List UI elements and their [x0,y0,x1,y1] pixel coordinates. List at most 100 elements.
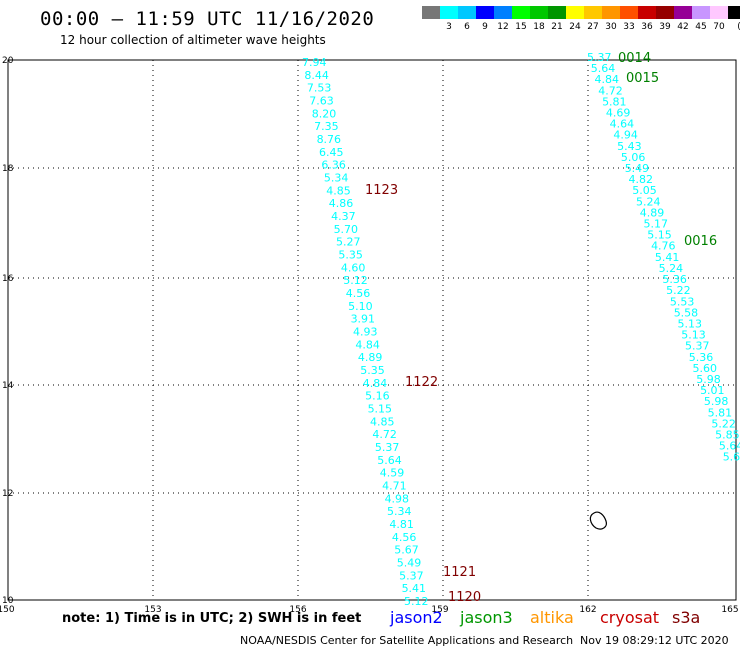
legend-tick-label: 70 [713,22,725,32]
swh-value-label: 5.64 [719,440,740,453]
swh-value-label: 5.35 [338,249,363,262]
swh-value-label: 4.64 [610,118,635,131]
swh-value-label: 5.15 [647,229,672,242]
swh-value-label: 4.72 [598,84,623,97]
legend-swatch [548,6,566,19]
swh-value-label: 5.37 [399,569,424,582]
swh-value-label: 5.05 [632,184,657,197]
legend-tick-label: 27 [587,22,599,32]
legend-swatch [584,6,602,19]
legend-swatch [638,6,656,19]
legend-swatch [494,6,512,19]
swh-value-label: 4.84 [363,377,388,390]
legend-tick-label: 15 [515,22,527,32]
swh-value-label: 5.70 [334,223,359,236]
lon-tick-label: 159 [431,605,448,615]
swh-value-label: 6.36 [321,159,346,172]
legend-tick-label: 42 [677,22,689,32]
legend-swatch [656,6,674,19]
legend-swatch [530,6,548,19]
pass-time-label: 0016 [684,234,717,249]
swh-value-label: 4.59 [380,467,405,480]
swh-value-label: 4.56 [392,531,417,544]
legend-tick-label: 45 [695,22,707,32]
swh-value-label: 5.36 [689,351,714,364]
swh-value-label: 5.34 [324,172,349,185]
pass-time-label: 0015 [626,71,659,86]
legend-swatch [476,6,494,19]
swh-value-label: 5.53 [670,295,695,308]
swh-value-label: 4.94 [613,129,638,142]
swh-value-label: 5.22 [666,284,691,297]
swh-value-label: 5.85 [715,428,740,441]
swh-value-label: 5.10 [348,300,373,313]
swh-value-label: 5.24 [636,195,661,208]
swh-value-label: 4.60 [341,261,366,274]
swh-value-label: 5.37 [587,51,612,64]
swh-value-label: 7.63 [309,95,334,108]
legend-swatch [692,6,710,19]
legend-tick-label: 21 [551,22,563,32]
swh-value-label: 5.60 [693,362,718,375]
swh-value-label: 6.45 [319,146,344,159]
lon-tick-label: 150 [0,605,15,615]
legend-swatch [566,6,584,19]
swh-value-label: 5.13 [681,329,706,342]
lon-tick-label: 165 [721,605,738,615]
pass-time-label: 1122 [405,375,438,390]
lat-tick-label: 16 [2,274,14,284]
swh-value-label: 7.94 [302,56,327,69]
swh-value-label: 8.44 [304,69,329,82]
swh-value-label: 5.6 [723,451,740,464]
pass-time-label: 1120 [448,590,481,605]
swh-value-label: 5.12 [404,595,429,608]
lat-tick-label: 18 [2,164,14,174]
satellite-jason3-label: jason3 [460,608,513,627]
swh-value-label: 7.53 [307,82,332,95]
pass-time-label: 0014 [618,51,651,66]
swh-value-label: 5.64 [591,62,616,75]
swh-value-label: 4.69 [606,107,631,120]
legend-swatch [458,6,476,19]
swh-value-label: 5.24 [659,262,684,275]
swh-value-label: 5.41 [402,582,427,595]
swh-value-label: 3.91 [351,313,376,326]
swh-value-label: 5.36 [662,273,687,286]
swh-value-label: 5.49 [397,557,422,570]
swh-value-label: 5.81 [708,406,733,419]
island-outline [589,511,607,530]
swh-value-label: 5.17 [644,218,669,231]
swh-value-label: 5.64 [377,454,402,467]
swh-value-label: 5.67 [394,544,419,557]
footer-note: note: 1) Time is in UTC; 2) SWH is in fe… [62,611,362,626]
swh-value-label: 4.71 [382,480,407,493]
satellite-cryosat-label: cryosat [600,608,660,627]
legend-swatch [674,6,692,19]
swh-value-label: 4.37 [331,210,356,223]
swh-value-label: 4.85 [370,415,395,428]
legend-tick-label: 39 [659,22,671,32]
legend-tick-label: 18 [533,22,545,32]
legend-tick-label: 6 [464,22,470,32]
pass-time-label: 1121 [443,565,476,580]
swh-value-label: 4.56 [346,287,371,300]
swh-value-label: 5.98 [696,373,721,386]
swh-value-label: 5.35 [360,364,385,377]
swh-value-label: 5.98 [704,395,729,408]
legend-tick-label: 9 [482,22,488,32]
swh-value-label: 4.85 [326,184,351,197]
legend-swatch [602,6,620,19]
legend-tick-label: 24 [569,22,581,32]
legend-tick-label: 3 [446,22,452,32]
swh-value-label: 5.43 [617,140,642,153]
swh-value-label: 5.37 [685,340,710,353]
credit-text: NOAA/NESDIS Center for Satellite Applica… [240,634,574,647]
swh-value-label: 5.49 [625,162,650,175]
swh-value-label: 4.81 [389,518,414,531]
swh-value-label: 5.01 [700,384,725,397]
swh-value-label: 4.93 [353,326,378,339]
lon-tick-label: 153 [144,605,161,615]
swh-value-label: 5.22 [711,417,736,430]
lon-tick-label: 156 [289,605,306,615]
swh-value-label: 4.82 [628,173,653,186]
